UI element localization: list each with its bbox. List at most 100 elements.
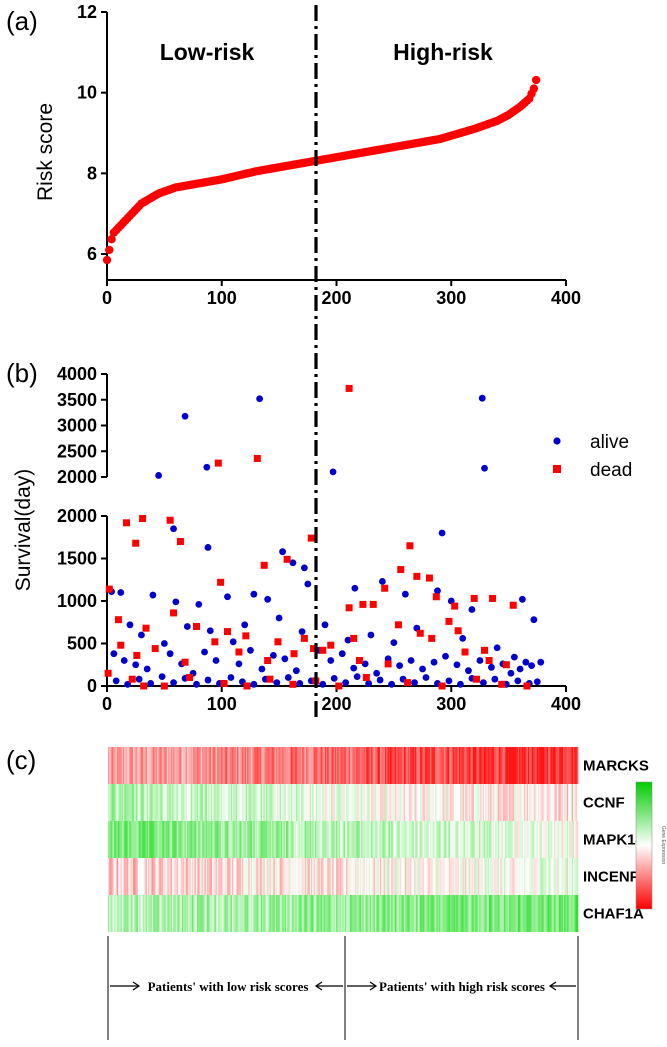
heatmap-cell	[227, 784, 229, 821]
heatmap-cell	[466, 747, 469, 784]
heatmap-cell	[571, 784, 574, 821]
heatmap-cell	[109, 858, 111, 895]
heatmap-cell	[570, 858, 573, 895]
heatmap-cell	[175, 858, 178, 895]
heatmap-cell	[249, 858, 252, 895]
heatmap-cell	[285, 784, 288, 821]
heatmap-cell	[190, 895, 193, 932]
survival-point-alive	[516, 665, 524, 673]
heatmap-cell	[486, 747, 489, 784]
heatmap-cell	[229, 821, 232, 858]
heatmap-cell	[169, 747, 171, 784]
heatmap-cell	[344, 821, 347, 858]
heatmap-cell	[164, 821, 166, 858]
heatmap-cell	[125, 858, 128, 895]
heatmap-cell	[108, 895, 110, 932]
heatmap-cell	[422, 784, 425, 821]
heatmap-cell	[353, 895, 356, 932]
heatmap-cell	[217, 895, 219, 932]
heatmap-cell	[486, 821, 489, 858]
heatmap-cell	[111, 747, 114, 784]
survival-point-alive	[204, 544, 212, 551]
heatmap-cell	[136, 821, 139, 858]
heatmap-cell	[239, 895, 242, 932]
heatmap-cell	[358, 784, 361, 821]
heatmap-cell	[505, 895, 507, 932]
heatmap-cell	[140, 821, 143, 858]
heatmap-cell	[403, 747, 406, 784]
heatmap-cell	[174, 895, 176, 932]
heatmap-cell	[388, 784, 391, 821]
heatmap-cell	[314, 821, 317, 858]
heatmap-cell	[542, 784, 545, 821]
heatmap-cell	[168, 784, 170, 821]
patient-group-footer: Patients' with low risk scores Patients'…	[107, 936, 579, 1040]
heatmap-cell	[554, 747, 556, 784]
heatmap-cell	[161, 747, 164, 784]
heatmap-cell	[250, 858, 253, 895]
heatmap-cell	[254, 858, 257, 895]
heatmap-cell	[339, 895, 342, 932]
heatmap-cell	[570, 747, 573, 784]
heatmap-cell	[364, 895, 367, 932]
heatmap-cell	[153, 747, 155, 784]
heatmap-cell	[388, 858, 391, 895]
heatmap-cell	[477, 858, 480, 895]
heatmap-cell	[113, 821, 115, 858]
heatmap-cell	[247, 747, 249, 784]
heatmap-cell	[555, 858, 557, 895]
heatmap-cell	[397, 784, 400, 821]
heatmap-cell	[572, 821, 575, 858]
survival-point-alive	[353, 673, 361, 681]
heatmap-cell	[317, 747, 319, 784]
heatmap-cell	[230, 747, 233, 784]
heatmap-cell	[413, 895, 416, 932]
heatmap-cell	[338, 784, 341, 821]
heatmap-cell	[163, 858, 165, 895]
heatmap-cell	[491, 747, 494, 784]
heatmap-cell	[520, 895, 522, 932]
heatmap-cell	[354, 858, 357, 895]
heatmap-cell	[126, 784, 129, 821]
heatmap-cell	[403, 784, 406, 821]
heatmap-cell	[542, 895, 545, 932]
survival-point-dead	[438, 682, 446, 690]
heatmap-cell	[297, 895, 299, 932]
heatmap-cell	[195, 747, 198, 784]
heatmap-cell	[146, 858, 149, 895]
heatmap-cell	[567, 747, 570, 784]
heatmap-cell	[314, 784, 317, 821]
heatmap-cell	[376, 858, 378, 895]
heatmap-cell	[123, 858, 125, 895]
heatmap-cell	[575, 858, 578, 895]
heatmap-cell	[215, 821, 218, 858]
heatmap-cell	[442, 821, 445, 858]
heatmap-cell	[243, 747, 245, 784]
heatmap-cell	[362, 821, 364, 858]
heatmap-cell	[480, 747, 482, 784]
heatmap-cell	[390, 784, 392, 821]
heatmap-cell	[151, 784, 154, 821]
heatmap-cell	[118, 821, 120, 858]
heatmap-cell	[304, 895, 307, 932]
heatmap-cell	[410, 821, 412, 858]
heatmap-cell	[527, 747, 530, 784]
heatmap-cell	[485, 858, 487, 895]
heatmap-cell	[338, 747, 341, 784]
heatmap-cell	[136, 784, 139, 821]
heatmap-cell	[116, 747, 119, 784]
heatmap-cell	[418, 784, 421, 821]
heatmap-cell	[203, 895, 205, 932]
heatmap-cell	[386, 784, 388, 821]
heatmap-cell	[423, 784, 426, 821]
heatmap-cell	[275, 895, 278, 932]
heatmap-cell	[341, 858, 343, 895]
expression-heatmap	[108, 747, 579, 932]
survival-point-alive	[120, 657, 128, 664]
heatmap-cell	[252, 784, 254, 821]
heatmap-cell	[507, 747, 510, 784]
heatmap-cell	[294, 821, 297, 858]
heatmap-cell	[428, 895, 431, 932]
heatmap-cell	[154, 895, 156, 932]
heatmap-cell	[257, 858, 259, 895]
